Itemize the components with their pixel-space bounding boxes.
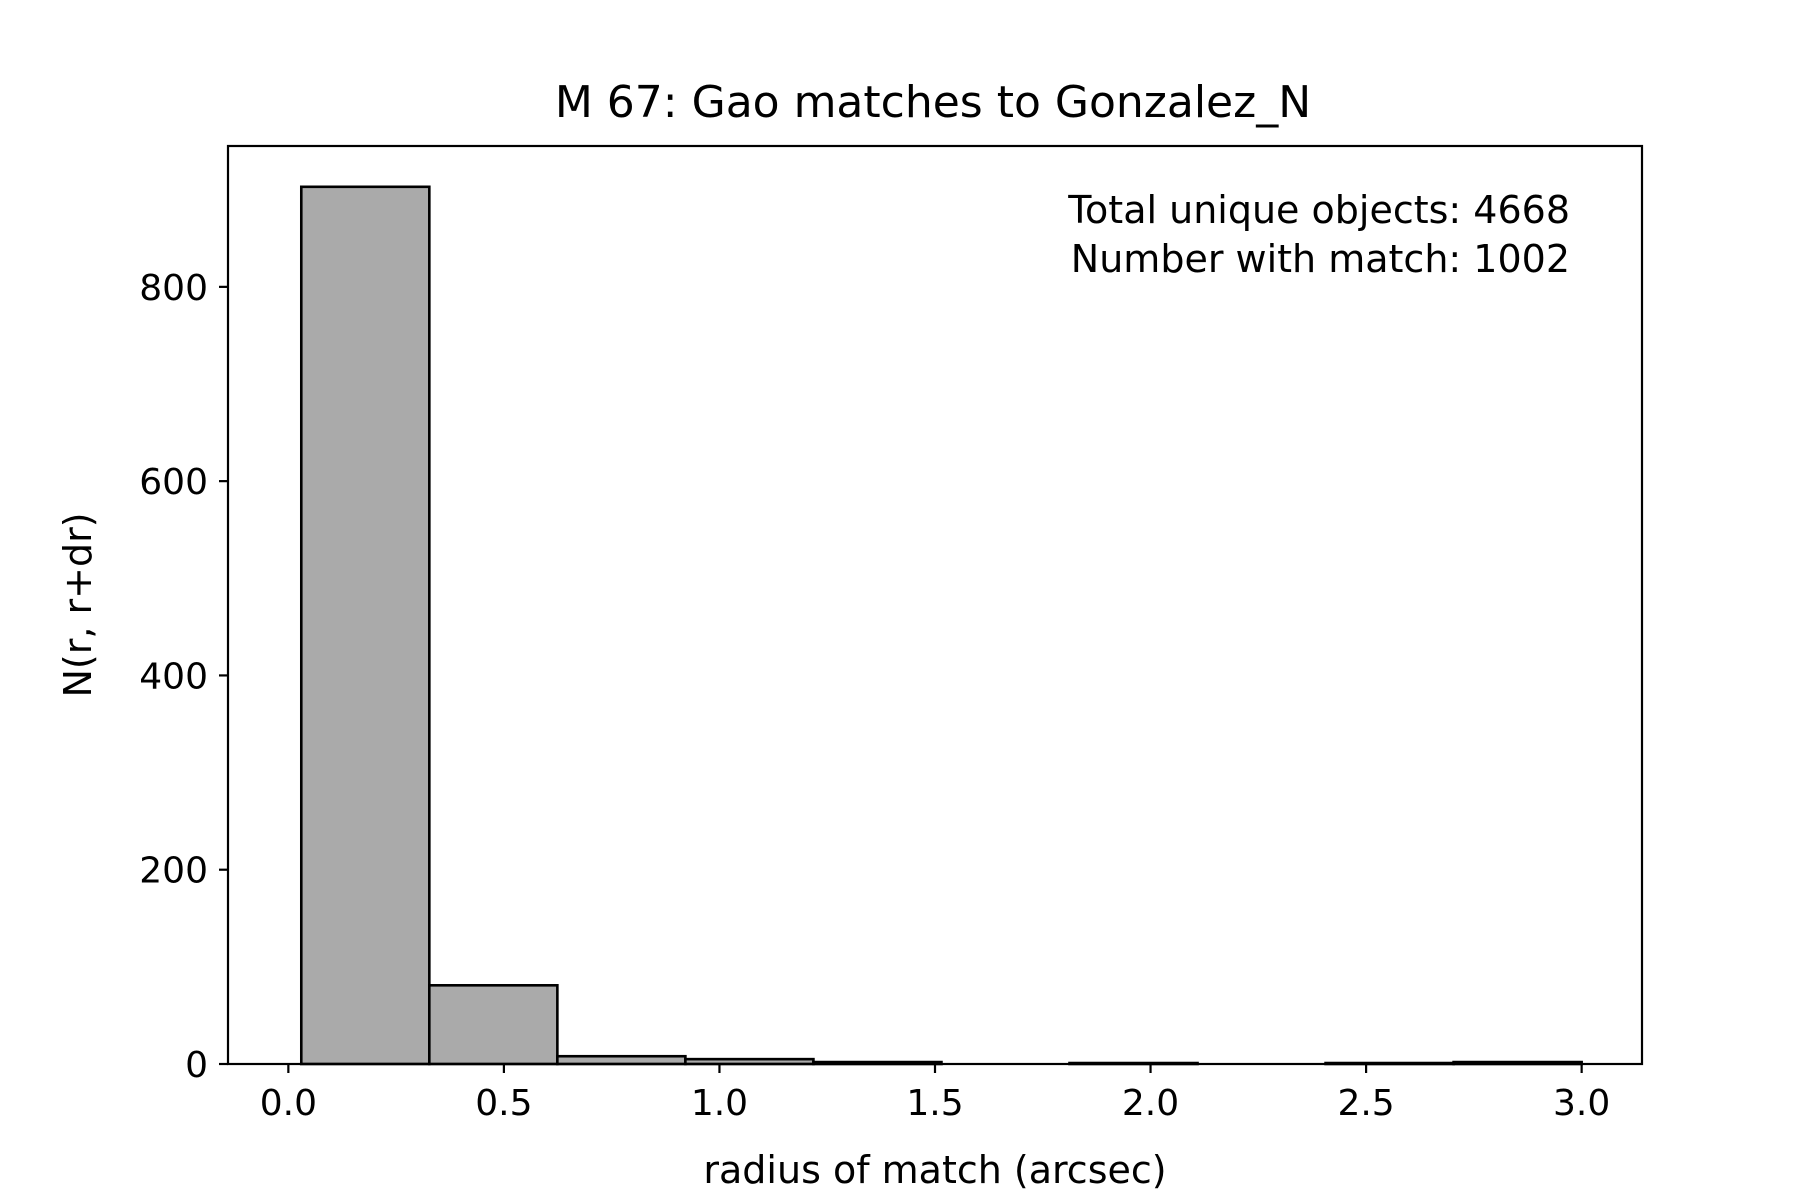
y-axis-ticks: 0 200 400 600 800 <box>139 268 228 1086</box>
histogram-bar <box>428 984 559 1066</box>
x-tick-label: 0.5 <box>475 1083 532 1124</box>
histogram-bar <box>556 1054 687 1066</box>
y-tick-label: 600 <box>139 462 208 503</box>
y-axis-label: N(r, r+dr) <box>56 512 100 697</box>
x-tick-label: 2.5 <box>1337 1083 1394 1124</box>
y-tick-label: 800 <box>139 268 208 309</box>
x-tick-label: 1.0 <box>691 1083 748 1124</box>
x-tick-label: 0.0 <box>260 1083 317 1124</box>
y-tick-label: 400 <box>139 656 208 697</box>
y-tick-label: 0 <box>185 1045 208 1086</box>
x-tick-label: 1.5 <box>906 1083 963 1124</box>
x-tick-label: 2.0 <box>1122 1083 1179 1124</box>
y-tick-label: 200 <box>139 851 208 892</box>
x-tick-label: 3.0 <box>1553 1083 1610 1124</box>
annotation-total-objects: Total unique objects: 4668 <box>1067 188 1570 232</box>
plot-frame <box>226 144 1644 1066</box>
annotation-number-with-match: Number with match: 1002 <box>1071 237 1570 281</box>
x-axis-ticks: 0.0 0.5 1.0 1.5 2.0 2.5 3.0 <box>260 1064 1610 1124</box>
chart-title: M 67: Gao matches to Gonzalez_N <box>555 77 1311 128</box>
histogram-bars <box>299 185 1583 1066</box>
histogram-bar <box>299 185 431 1066</box>
x-axis-label: radius of match (arcsec) <box>703 1148 1166 1192</box>
